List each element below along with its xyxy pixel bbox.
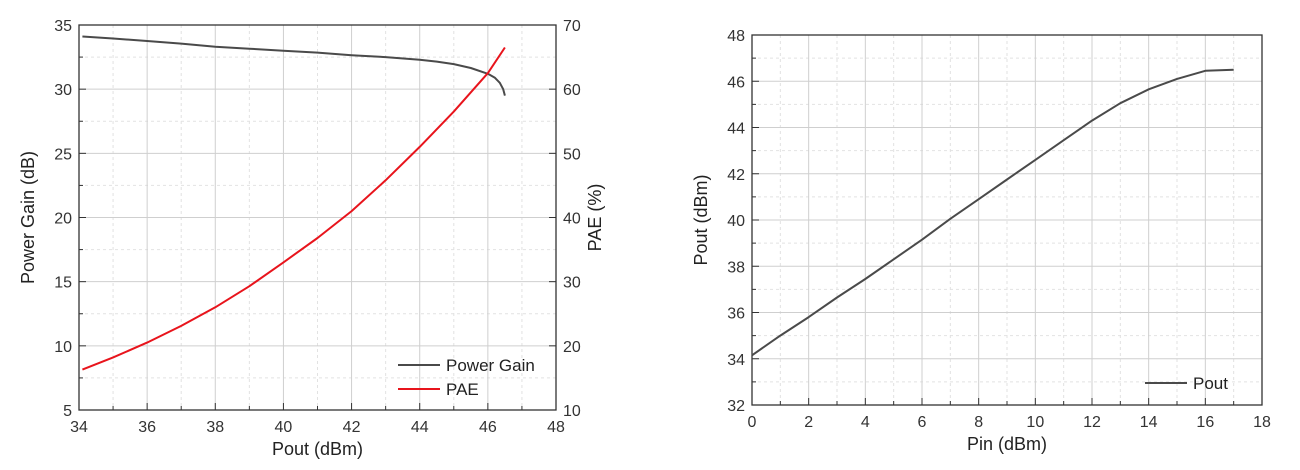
x-tick-label: 2 <box>804 414 813 431</box>
x-tick-label: 10 <box>1026 414 1044 431</box>
y-tick-label: 35 <box>54 18 72 35</box>
legend-label: Power Gain <box>446 356 535 375</box>
x-tick-label: 36 <box>138 419 156 436</box>
y-tick-label: 5 <box>63 403 72 420</box>
y-tick-label: 36 <box>727 306 745 323</box>
y-tick-label: 44 <box>727 121 745 138</box>
y-tick-label: 34 <box>727 352 745 369</box>
series-line-power-gain <box>82 35 506 96</box>
y2-tick-label: 50 <box>563 146 581 163</box>
legend-label: Pout <box>1193 374 1228 393</box>
y-tick-label: 42 <box>727 167 745 184</box>
y-tick-label: 10 <box>54 339 72 356</box>
y-tick-label: 20 <box>54 211 72 228</box>
x-tick-label: 34 <box>70 419 88 436</box>
y-tick-label: 32 <box>727 398 745 415</box>
x-tick-label: 42 <box>343 419 361 436</box>
x-tick-label: 40 <box>275 419 293 436</box>
y2-tick-label: 60 <box>563 82 581 99</box>
y2-tick-label: 30 <box>563 275 581 292</box>
y2-tick-label: 40 <box>563 211 581 228</box>
y2-tick-label: 70 <box>563 18 581 35</box>
x-tick-label: 8 <box>974 414 983 431</box>
x-tick-label: 4 <box>861 414 870 431</box>
y-axis-label: Pout (dBm) <box>691 174 711 265</box>
x-tick-label: 12 <box>1083 414 1101 431</box>
x-tick-label: 0 <box>748 414 757 431</box>
legend-label: PAE <box>446 380 479 399</box>
x-tick-label: 18 <box>1253 414 1271 431</box>
y2-tick-label: 20 <box>563 339 581 356</box>
x-tick-label: 14 <box>1140 414 1158 431</box>
plot-frame <box>751 34 1263 406</box>
y-tick-label: 25 <box>54 146 72 163</box>
x-axis-label: Pin (dBm) <box>967 434 1047 454</box>
series-line-pout <box>751 68 1234 357</box>
y-tick-label: 15 <box>54 275 72 292</box>
x-tick-label: 44 <box>411 419 429 436</box>
y-tick-label: 46 <box>727 74 745 91</box>
plot-frame <box>78 24 557 411</box>
x-tick-label: 46 <box>479 419 497 436</box>
y-axis-label: Power Gain (dB) <box>18 151 38 284</box>
x-tick-label: 48 <box>547 419 565 436</box>
y-tick-label: 40 <box>727 213 745 230</box>
y2-tick-label: 10 <box>563 403 581 420</box>
y-tick-label: 30 <box>54 82 72 99</box>
x-tick-label: 16 <box>1196 414 1214 431</box>
x-tick-label: 38 <box>206 419 224 436</box>
x-tick-label: 6 <box>918 414 927 431</box>
y-tick-label: 48 <box>727 28 745 45</box>
x-axis-label: Pout (dBm) <box>272 439 363 459</box>
chart-1: 34 36 38 40 42 44 46 48 5 10 15 20 25 30 35 10 20 30 40 50 6… <box>18 18 605 459</box>
y-tick-label: 38 <box>727 259 745 276</box>
series-line-pae <box>82 46 506 371</box>
y2-axis-label: PAE (%) <box>585 184 605 252</box>
